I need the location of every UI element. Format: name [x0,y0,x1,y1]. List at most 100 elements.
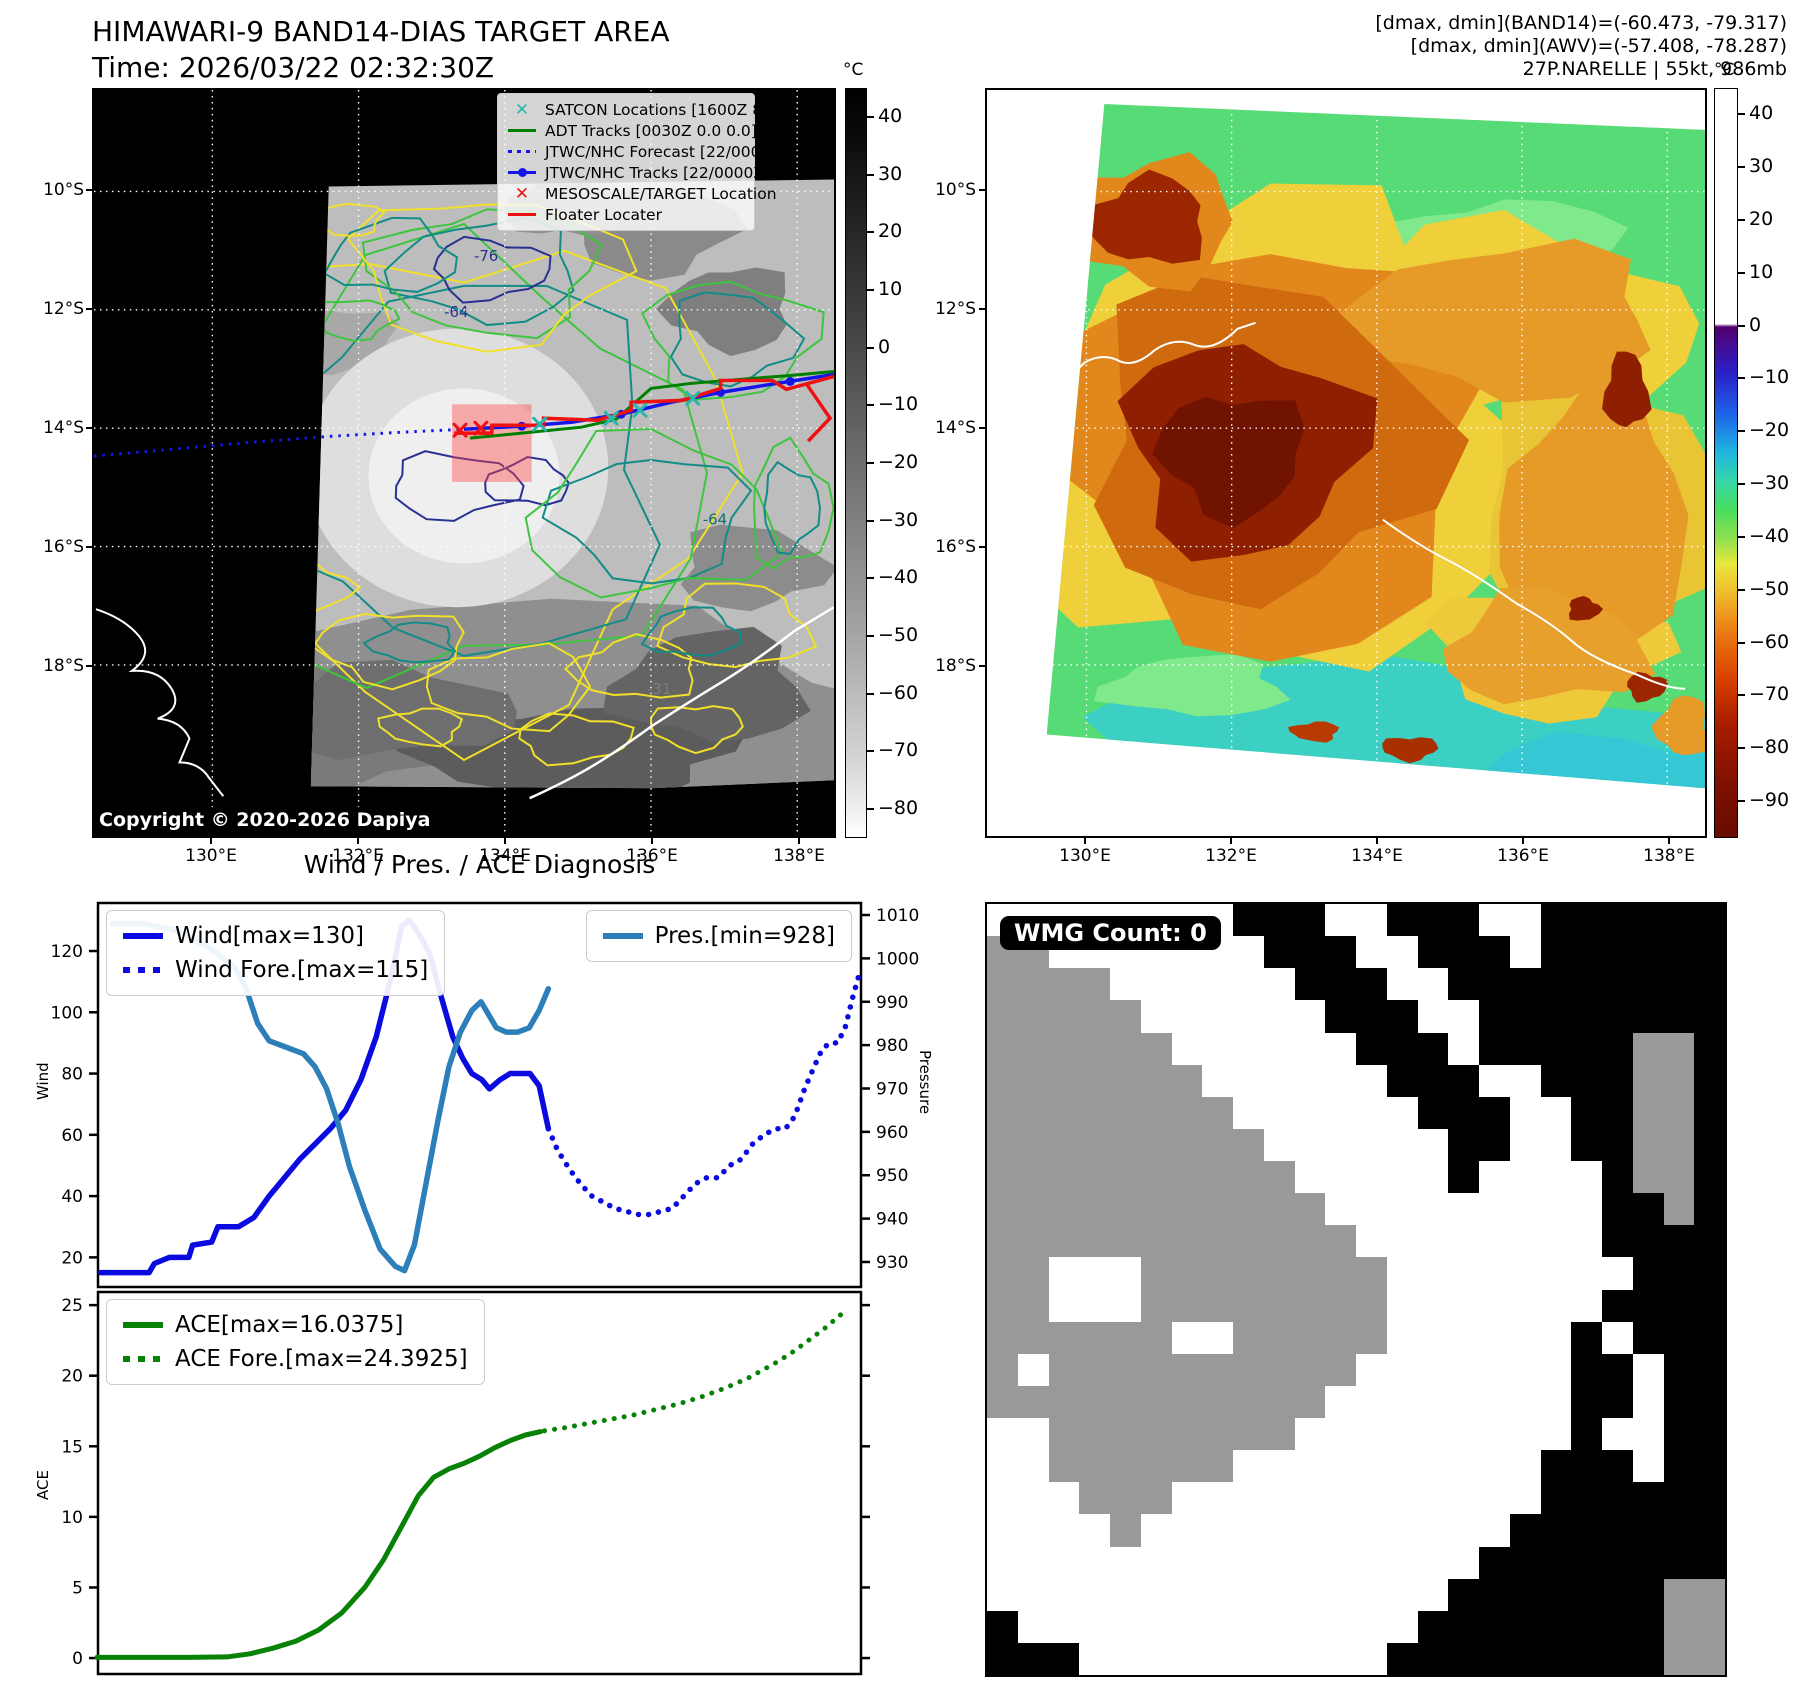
wmg-cell [1079,1514,1110,1547]
wmg-cell [1017,1642,1049,1675]
wmg-cell [1263,1161,1295,1194]
wmg-cell [1263,1418,1295,1451]
wmg-cell [1263,1193,1295,1226]
line-dot-legend-marker [507,168,537,177]
wmg-cell [1017,1578,1049,1611]
wmg-cell [1386,1128,1418,1161]
svg-text:930: 930 [876,1253,908,1273]
wmg-cell [1448,1161,1479,1194]
wmg-cell [1386,1096,1418,1129]
wmg-cell [1294,1128,1326,1161]
wmg-cell [1079,1482,1110,1515]
wmg-cell [1571,1385,1602,1418]
wmg-cell [987,1385,1018,1418]
wmg-cell [1632,936,1664,969]
wmg-cell [1386,1578,1418,1611]
wmg-cell [1663,1578,1695,1611]
wmg-cell [1294,1321,1326,1354]
y-axis-tick [979,546,985,548]
wmg-cell [1325,1546,1356,1579]
wmg-cell [1632,1064,1664,1097]
wmg-cell [1325,1225,1356,1258]
wmg-cell [1233,1128,1264,1161]
wmg-cell [1017,1000,1049,1033]
contour-label: -76 [474,247,498,265]
colorbar-tick [1738,694,1745,697]
wmg-cell [1079,968,1110,1001]
wmg-cell [1233,936,1264,969]
wmg-cell [1110,1514,1141,1547]
wmg-cell [1417,1642,1449,1675]
wmg-cell [1110,1482,1141,1515]
x-axis-tick-label: 138°E [773,846,825,866]
wmg-cell [1294,1193,1326,1226]
wmg-cell [1386,1321,1418,1354]
wmg-cell [1017,1385,1049,1418]
wmg-cell [1233,1257,1264,1290]
wmg-cell [1663,1514,1695,1547]
wmg-cell [1602,1514,1633,1547]
wmg-cell [1079,1225,1110,1258]
wmg-cell [1479,936,1510,969]
wmg-cell [1140,1257,1172,1290]
wmg-cell [1694,1642,1725,1675]
wmg-cell [1171,1642,1203,1675]
wmg-cell [1202,1064,1233,1097]
wmg-cell [1171,1578,1203,1611]
wmg-cell [1294,1610,1326,1643]
wmg-cell [1202,1032,1233,1065]
colorbar-tick-label: 30 [1749,155,1774,178]
wmg-cell [987,1225,1018,1258]
wmg-cell [1694,1000,1725,1033]
wmg-cell [1140,1610,1172,1643]
y-axis-tick-label: 14°S [935,418,976,438]
adt-track [469,370,834,440]
wmg-cell [1233,1000,1264,1033]
solid-line-legend-marker [123,1322,163,1328]
wmg-cell [1663,1418,1695,1451]
wmg-cell [1417,904,1449,937]
wmg-cell [1233,1321,1264,1354]
map-legend-item: ✕ SATCON Locations [1600Z 80 967] [507,99,813,120]
wmg-cell [1110,1321,1141,1354]
wmg-cell [1110,1032,1141,1065]
wmg-cell [1571,1353,1602,1386]
wmg-cell [1448,1128,1479,1161]
wmg-cell [1325,1385,1356,1418]
floater-track [454,374,834,435]
colorbar-tick-label: 40 [1749,102,1774,125]
wmg-cell [1540,1161,1572,1194]
wmg-cell [1356,1642,1387,1675]
wmg-cell [1694,936,1725,969]
wmg-cell [1448,1096,1479,1129]
wmg-cell [1694,1096,1725,1129]
wmg-cell [1479,1578,1510,1611]
wmg-cell [1202,1096,1233,1129]
x-axis-tick-label: 138°E [1643,846,1695,866]
wmg-cell [1509,1514,1541,1547]
wmg-cell [1632,1321,1664,1354]
wmg-cell [1140,1514,1172,1547]
wmg-cell [1325,1482,1356,1515]
wmg-cell [1233,1546,1264,1579]
wmg-cell [1017,1546,1049,1579]
wmg-cell [1509,1321,1541,1354]
coastline-tr-left [1000,321,1256,388]
pressure-legend: Pres.[min=928] [585,910,852,962]
wmg-cell [1202,1546,1233,1579]
colorbar-tick-label: 20 [1749,208,1774,231]
wmg-cell [1110,1642,1141,1675]
wmg-cell [1171,1064,1203,1097]
wmg-cell [1479,1289,1510,1322]
wmg-cell [1602,1450,1633,1483]
wmg-cell [1694,1064,1725,1097]
wmg-cell [1017,1225,1049,1258]
wmg-cell [1233,1096,1264,1129]
wmg-cell [1632,1546,1664,1579]
svg-text:1000: 1000 [876,949,919,969]
wmg-cell [1632,1000,1664,1033]
svg-text:20: 20 [61,1367,83,1387]
colorbar-tick [1738,377,1745,380]
colorbar-tick-label: 20 [878,220,903,243]
wmg-cell [1632,1610,1664,1643]
